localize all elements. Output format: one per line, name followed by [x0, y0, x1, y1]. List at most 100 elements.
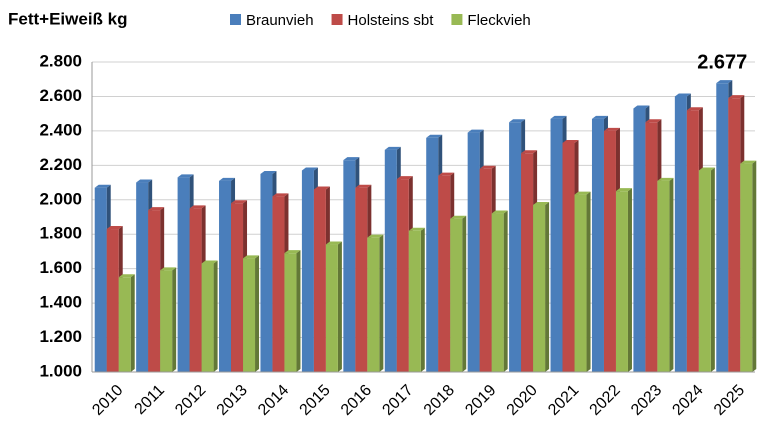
- bar-top: [148, 207, 165, 211]
- bar-top: [301, 167, 318, 171]
- bar: [313, 189, 326, 372]
- x-tick-label: 2021: [545, 382, 582, 419]
- bar-top: [355, 184, 372, 188]
- bar: [686, 110, 699, 372]
- bar-top: [343, 157, 360, 161]
- x-tick-label: 2016: [338, 382, 375, 419]
- bar: [657, 180, 670, 372]
- bar-top: [491, 210, 508, 214]
- x-tick-label: 2017: [379, 382, 416, 419]
- bar: [118, 277, 131, 372]
- x-tick-label: 2025: [711, 382, 748, 419]
- bar-side: [420, 227, 425, 372]
- bar-side: [255, 255, 260, 372]
- x-tick-label: 2012: [172, 382, 209, 419]
- bar: [189, 208, 202, 372]
- bar: [396, 179, 409, 372]
- bar-top: [384, 146, 401, 150]
- bar-top: [657, 177, 674, 181]
- bar: [177, 177, 190, 372]
- bar: [160, 270, 173, 372]
- bar: [94, 187, 107, 372]
- bar-side: [130, 274, 135, 372]
- bar: [408, 230, 421, 372]
- bar: [367, 237, 380, 372]
- bar: [325, 244, 338, 372]
- bar: [603, 130, 616, 372]
- bar: [384, 149, 397, 372]
- bar-side: [462, 215, 467, 372]
- y-tick-label: 1.800: [39, 224, 82, 243]
- bar-side: [213, 260, 218, 372]
- bar-top: [686, 107, 703, 111]
- bar: [728, 98, 741, 373]
- x-tick-label: 2014: [255, 382, 292, 419]
- bar: [426, 137, 439, 372]
- bar: [106, 229, 119, 372]
- bar-top: [272, 193, 289, 197]
- bar-top: [603, 127, 620, 131]
- x-tick-label: 2020: [504, 382, 541, 419]
- bar-top: [509, 119, 526, 123]
- x-tick-label: 2023: [628, 382, 665, 419]
- bar-top: [284, 250, 301, 254]
- bar: [674, 96, 687, 372]
- bar: [574, 194, 587, 372]
- bar-top: [231, 200, 248, 204]
- bar-side: [752, 160, 757, 372]
- bar-top: [698, 167, 715, 171]
- y-tick-label: 1.200: [39, 327, 82, 346]
- bar-top: [260, 170, 277, 174]
- bar: [219, 180, 232, 372]
- bar: [509, 122, 522, 373]
- legend-label: Holsteins sbt: [348, 12, 435, 29]
- y-tick-label: 2.800: [39, 51, 82, 70]
- bar-top: [426, 134, 443, 138]
- bar-side: [172, 267, 177, 372]
- bar-side: [586, 191, 591, 372]
- bar-top: [367, 234, 384, 238]
- bar: [355, 187, 368, 372]
- bar-top: [562, 139, 579, 143]
- bar: [591, 118, 604, 372]
- bar-top: [94, 184, 111, 188]
- bar-side: [503, 210, 508, 372]
- bar: [301, 170, 314, 372]
- bar-top: [106, 226, 123, 230]
- bar-top: [136, 179, 153, 183]
- bar-top: [160, 267, 177, 271]
- bar-top: [716, 80, 733, 84]
- bar: [148, 210, 161, 372]
- bar-top: [728, 95, 745, 99]
- legend-swatch: [230, 14, 241, 25]
- x-tick-label: 2010: [89, 382, 126, 419]
- bar-top: [201, 260, 218, 264]
- legend-label: Fleckvieh: [467, 12, 530, 29]
- bar-side: [669, 177, 674, 372]
- legend-swatch: [451, 14, 463, 25]
- bar: [231, 203, 244, 372]
- bar: [533, 204, 546, 372]
- bar-side: [710, 167, 715, 372]
- bar-top: [645, 119, 662, 123]
- bar-top: [674, 93, 691, 97]
- bar: [740, 163, 753, 372]
- x-tick-label: 2018: [421, 382, 458, 419]
- bar-top: [533, 201, 550, 205]
- bar: [633, 108, 646, 372]
- y-tick-label: 2.400: [39, 120, 82, 139]
- bar: [438, 175, 451, 372]
- bar-top: [479, 165, 496, 169]
- bar: [645, 122, 658, 373]
- x-tick-label: 2019: [462, 382, 499, 419]
- bar: [467, 132, 480, 372]
- bar-top: [177, 174, 194, 178]
- bar: [562, 142, 575, 372]
- legend-label: Braunvieh: [246, 12, 314, 29]
- bar-top: [219, 177, 236, 181]
- bar-top: [633, 105, 650, 109]
- bar-top: [450, 215, 467, 219]
- bar-top: [467, 129, 484, 133]
- bar: [716, 83, 729, 372]
